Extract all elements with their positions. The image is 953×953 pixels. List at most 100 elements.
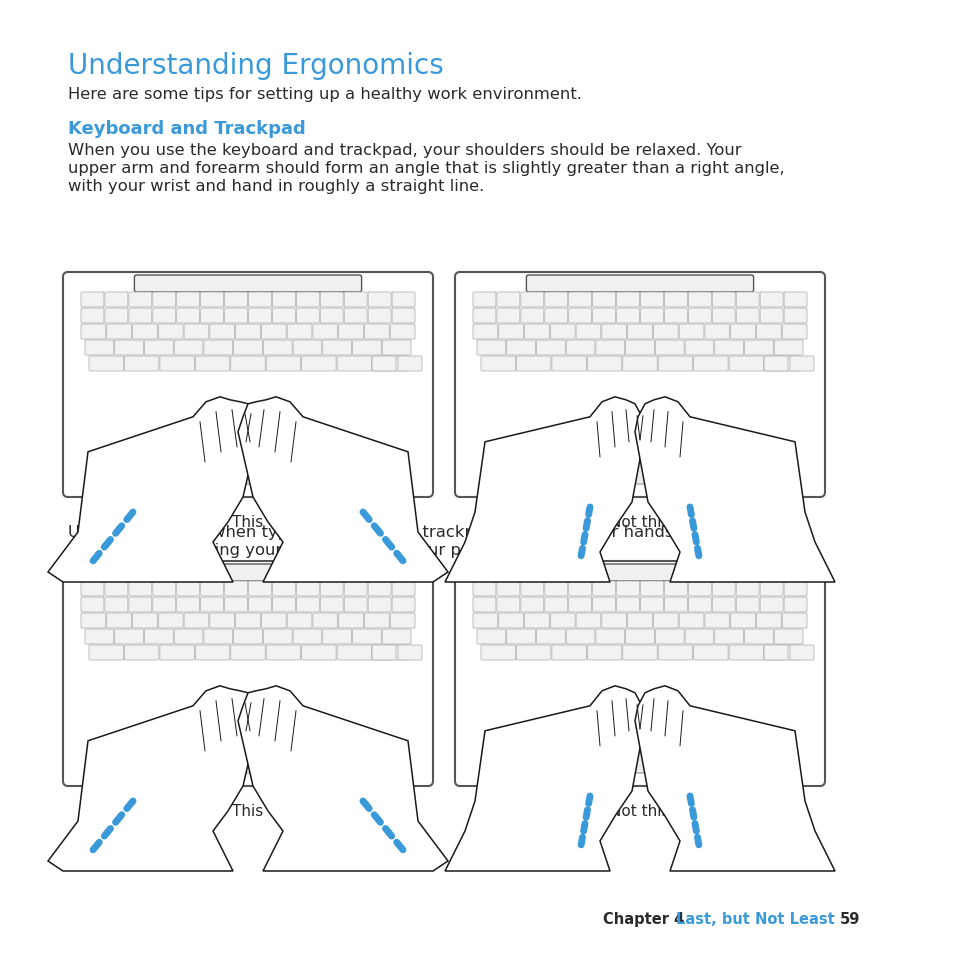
FancyBboxPatch shape — [184, 614, 209, 628]
FancyBboxPatch shape — [756, 614, 781, 628]
FancyBboxPatch shape — [105, 309, 128, 324]
FancyBboxPatch shape — [231, 645, 265, 660]
FancyBboxPatch shape — [520, 293, 543, 308]
FancyBboxPatch shape — [544, 598, 567, 613]
FancyBboxPatch shape — [736, 309, 759, 324]
FancyBboxPatch shape — [596, 340, 624, 355]
FancyBboxPatch shape — [684, 629, 713, 644]
FancyBboxPatch shape — [293, 629, 321, 644]
FancyBboxPatch shape — [200, 598, 223, 613]
FancyBboxPatch shape — [655, 340, 683, 355]
FancyBboxPatch shape — [372, 645, 395, 660]
FancyBboxPatch shape — [368, 581, 391, 597]
FancyBboxPatch shape — [544, 293, 567, 308]
FancyBboxPatch shape — [344, 309, 367, 324]
FancyBboxPatch shape — [497, 598, 519, 613]
FancyBboxPatch shape — [200, 581, 223, 597]
FancyBboxPatch shape — [134, 564, 361, 581]
FancyBboxPatch shape — [235, 614, 260, 628]
FancyBboxPatch shape — [498, 325, 523, 339]
FancyBboxPatch shape — [181, 459, 314, 484]
FancyBboxPatch shape — [392, 581, 415, 597]
FancyBboxPatch shape — [301, 356, 335, 372]
FancyBboxPatch shape — [390, 325, 415, 339]
Polygon shape — [635, 686, 834, 871]
FancyBboxPatch shape — [89, 356, 123, 372]
FancyBboxPatch shape — [658, 645, 692, 660]
FancyBboxPatch shape — [263, 340, 292, 355]
Polygon shape — [48, 686, 257, 871]
FancyBboxPatch shape — [763, 356, 787, 372]
FancyBboxPatch shape — [781, 614, 806, 628]
FancyBboxPatch shape — [81, 325, 106, 339]
FancyBboxPatch shape — [536, 629, 564, 644]
FancyBboxPatch shape — [592, 598, 615, 613]
FancyBboxPatch shape — [736, 581, 759, 597]
FancyBboxPatch shape — [176, 309, 199, 324]
FancyBboxPatch shape — [235, 325, 260, 339]
FancyBboxPatch shape — [520, 598, 543, 613]
FancyBboxPatch shape — [653, 614, 678, 628]
Text: with your wrist and hand in roughly a straight line.: with your wrist and hand in roughly a st… — [68, 179, 484, 193]
FancyBboxPatch shape — [382, 629, 411, 644]
FancyBboxPatch shape — [263, 629, 292, 644]
FancyBboxPatch shape — [124, 645, 159, 660]
FancyBboxPatch shape — [287, 614, 312, 628]
FancyBboxPatch shape — [497, 293, 519, 308]
FancyBboxPatch shape — [224, 309, 247, 324]
FancyBboxPatch shape — [81, 598, 104, 613]
FancyBboxPatch shape — [248, 293, 272, 308]
FancyBboxPatch shape — [248, 309, 272, 324]
FancyBboxPatch shape — [573, 459, 706, 484]
FancyBboxPatch shape — [473, 325, 497, 339]
FancyBboxPatch shape — [313, 614, 337, 628]
FancyBboxPatch shape — [704, 325, 729, 339]
FancyBboxPatch shape — [261, 325, 286, 339]
FancyBboxPatch shape — [382, 340, 411, 355]
FancyBboxPatch shape — [455, 561, 824, 786]
FancyBboxPatch shape — [663, 598, 687, 613]
FancyBboxPatch shape — [616, 581, 639, 597]
FancyBboxPatch shape — [105, 581, 128, 597]
FancyBboxPatch shape — [296, 581, 319, 597]
FancyBboxPatch shape — [301, 645, 335, 660]
FancyBboxPatch shape — [763, 356, 799, 372]
FancyBboxPatch shape — [336, 356, 371, 372]
FancyBboxPatch shape — [224, 598, 247, 613]
FancyBboxPatch shape — [160, 356, 194, 372]
FancyBboxPatch shape — [576, 325, 600, 339]
FancyBboxPatch shape — [473, 581, 496, 597]
FancyBboxPatch shape — [273, 598, 295, 613]
FancyBboxPatch shape — [114, 629, 143, 644]
FancyBboxPatch shape — [760, 293, 782, 308]
FancyBboxPatch shape — [783, 309, 806, 324]
FancyBboxPatch shape — [576, 614, 600, 628]
FancyBboxPatch shape — [688, 293, 711, 308]
FancyBboxPatch shape — [763, 645, 799, 660]
FancyBboxPatch shape — [568, 309, 591, 324]
FancyBboxPatch shape — [176, 581, 199, 597]
FancyBboxPatch shape — [455, 273, 824, 497]
FancyBboxPatch shape — [550, 325, 575, 339]
FancyBboxPatch shape — [364, 325, 389, 339]
FancyBboxPatch shape — [85, 629, 113, 644]
FancyBboxPatch shape — [573, 748, 706, 773]
FancyBboxPatch shape — [587, 356, 621, 372]
FancyBboxPatch shape — [344, 598, 367, 613]
FancyBboxPatch shape — [498, 614, 523, 628]
FancyBboxPatch shape — [233, 629, 262, 644]
FancyBboxPatch shape — [551, 645, 586, 660]
FancyBboxPatch shape — [783, 598, 806, 613]
FancyBboxPatch shape — [622, 645, 657, 660]
FancyBboxPatch shape — [625, 340, 654, 355]
FancyBboxPatch shape — [760, 581, 782, 597]
FancyBboxPatch shape — [616, 598, 639, 613]
FancyBboxPatch shape — [89, 645, 123, 660]
FancyBboxPatch shape — [81, 614, 106, 628]
FancyBboxPatch shape — [736, 293, 759, 308]
FancyBboxPatch shape — [627, 614, 652, 628]
FancyBboxPatch shape — [639, 309, 662, 324]
FancyBboxPatch shape — [368, 293, 391, 308]
FancyBboxPatch shape — [679, 325, 703, 339]
FancyBboxPatch shape — [736, 598, 759, 613]
